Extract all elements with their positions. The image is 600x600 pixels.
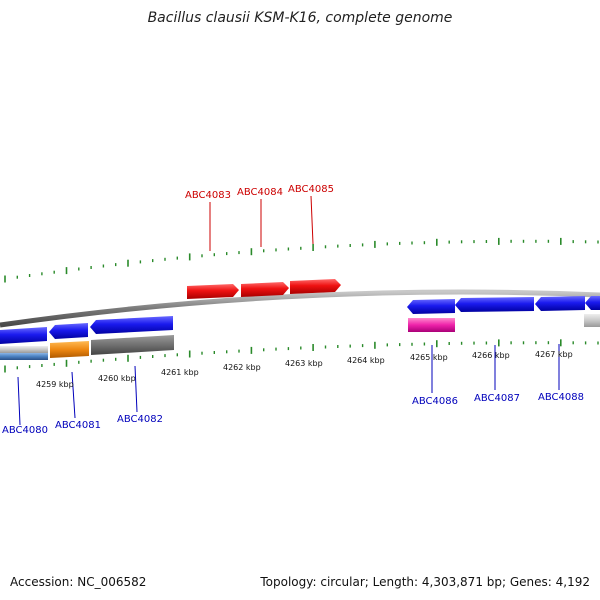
scale-label: 4264 kbp xyxy=(347,356,385,365)
gene-label-ABC4085[interactable]: ABC4085 xyxy=(288,184,334,195)
topology-text: Topology: circular; Length: 4,303,871 bp… xyxy=(260,575,590,589)
scale-label: 4262 kbp xyxy=(223,363,261,372)
forward-strand-genes xyxy=(187,279,341,299)
scale-labels: 4259 kbp 4260 kbp 4261 kbp 4262 kbp 4263… xyxy=(36,350,573,389)
scale-tick-ring xyxy=(4,339,599,373)
forward-gene-labels: ABC4083 ABC4084 ABC4085 xyxy=(185,184,334,251)
scale-label: 4259 kbp xyxy=(36,380,74,389)
reverse-strand-genes-left xyxy=(0,316,174,360)
scale-label: 4265 kbp xyxy=(410,353,448,362)
map-title: Bacillus clausii KSM-K16, complete genom… xyxy=(147,10,453,26)
gene-ABC4086-arrow[interactable] xyxy=(407,299,455,314)
steel-blue-feature xyxy=(0,353,48,360)
gene-ABC4085-arrow[interactable] xyxy=(290,279,341,294)
magenta-feature xyxy=(408,318,455,332)
scale-label: 4261 kbp xyxy=(161,368,199,377)
gene-ABC4083-arrow[interactable] xyxy=(187,284,239,299)
gene-ABC4080-arrow[interactable] xyxy=(0,327,47,344)
orange-feature xyxy=(50,341,89,358)
leader-line xyxy=(17,376,21,426)
scale-label: 4267 kbp xyxy=(535,350,573,359)
gene-label-ABC4087[interactable]: ABC4087 xyxy=(474,393,520,404)
gene-label-ABC4088[interactable]: ABC4088 xyxy=(538,392,584,403)
light-gray-feature xyxy=(0,346,48,353)
reverse-strand-genes-right xyxy=(407,296,600,332)
leader-line xyxy=(310,195,314,245)
gene-label-ABC4086[interactable]: ABC4086 xyxy=(412,396,458,407)
outer-tick-ring xyxy=(4,237,599,283)
gray-feature xyxy=(91,335,174,355)
gene-label-ABC4084[interactable]: ABC4084 xyxy=(237,187,283,198)
scale-label: 4266 kbp xyxy=(472,351,510,360)
accession-text: Accession: NC_006582 xyxy=(10,575,147,589)
gene-ABC4081-arrow[interactable] xyxy=(49,323,88,339)
leader-line xyxy=(134,365,138,413)
leader-line xyxy=(71,371,76,419)
gene-ABC4087-arrow[interactable] xyxy=(455,297,534,312)
gene-label-ABC4082[interactable]: ABC4082 xyxy=(117,414,163,425)
gene-ABC4084-arrow[interactable] xyxy=(241,282,289,297)
gene-label-ABC4080[interactable]: ABC4080 xyxy=(2,425,48,436)
genome-backbone xyxy=(0,289,600,328)
gene-label-ABC4081[interactable]: ABC4081 xyxy=(55,420,101,431)
gene-partial-arrow xyxy=(585,296,600,310)
scale-label: 4260 kbp xyxy=(98,374,136,383)
gene-ABC4088-arrow[interactable] xyxy=(535,296,585,311)
reverse-gene-labels: ABC4080 ABC4081 ABC4082 ABC4086 ABC4087 … xyxy=(2,344,584,436)
gene-label-ABC4083[interactable]: ABC4083 xyxy=(185,190,231,201)
light-gray-feature-right xyxy=(584,314,600,327)
scale-label: 4263 kbp xyxy=(285,359,323,368)
gene-ABC4082-arrow[interactable] xyxy=(90,316,173,334)
